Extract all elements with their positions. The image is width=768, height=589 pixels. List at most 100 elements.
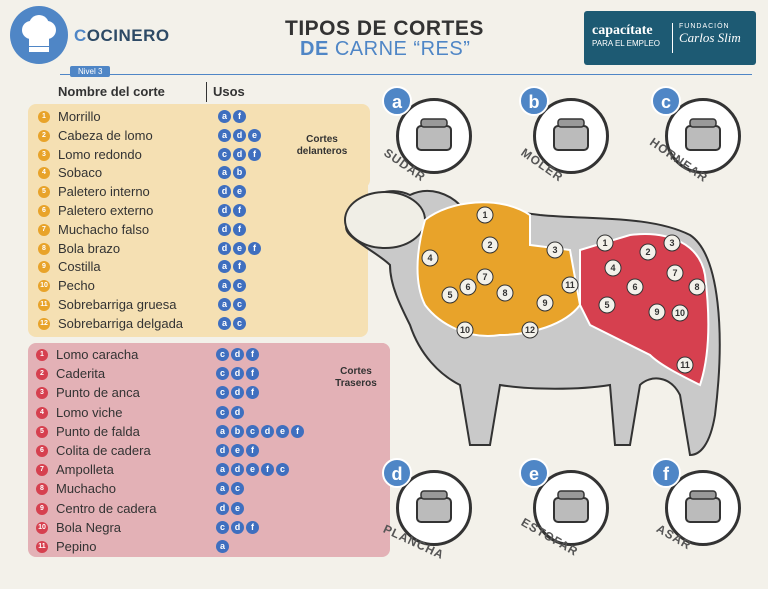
back-cut-marker: 11 <box>676 356 694 374</box>
svg-text:11: 11 <box>680 360 690 370</box>
svg-text:5: 5 <box>447 290 452 300</box>
brand-name: COCINERO <box>74 26 170 45</box>
back-cut-row: 7 Ampolleta a d e f c <box>36 461 336 479</box>
front-cut-marker: 12 <box>521 321 539 339</box>
svg-text:5: 5 <box>604 300 609 310</box>
use-badge: f <box>246 444 259 457</box>
front-cut-row: 3 Lomo redondo c d f <box>38 146 338 164</box>
cut-number: 7 <box>38 223 50 236</box>
svg-text:2: 2 <box>487 240 492 250</box>
page-title: TIPOS DE CORTES <box>285 17 484 40</box>
cut-name: Costilla <box>58 259 101 275</box>
cut-number: 1 <box>36 349 48 361</box>
back-cut-row: 6 Colita de cadera d e f <box>36 442 336 460</box>
use-badge: a <box>216 540 229 553</box>
use-badge: c <box>216 386 229 400</box>
svg-text:6: 6 <box>632 282 637 292</box>
svg-text:11: 11 <box>565 280 575 290</box>
cut-name: Sobaco <box>58 165 103 181</box>
use-badge: d <box>218 204 231 217</box>
front-cut-marker: 7 <box>476 268 494 286</box>
use-badge: f <box>291 424 304 438</box>
svg-text:4: 4 <box>427 253 432 263</box>
cut-number: 9 <box>36 502 48 515</box>
use-badge: a <box>218 110 231 123</box>
chef-hat-icon <box>22 15 56 52</box>
cut-number: 11 <box>38 299 50 311</box>
cut-name: Bola Negra <box>56 519 122 535</box>
cut-number: 6 <box>38 205 50 217</box>
use-badge: f <box>233 204 246 217</box>
page-subtitle: DE CARNE “RES” <box>300 38 471 60</box>
back-cut-row: 10 Bola Negra c d f <box>36 519 336 537</box>
back-cut-row: 3 Punto de anca c d f <box>36 384 336 402</box>
cut-number: 3 <box>38 148 50 161</box>
use-badge: a <box>216 424 229 438</box>
cut-name: Pepino <box>56 539 97 554</box>
svg-text:2: 2 <box>645 247 650 257</box>
cut-number: 3 <box>36 387 48 400</box>
use-badge: d <box>231 520 244 534</box>
svg-text:9: 9 <box>542 298 547 308</box>
front-cut-row: 9 Costilla a f <box>38 258 338 276</box>
front-cut-marker: 8 <box>496 284 514 302</box>
use-badge: c <box>233 298 246 311</box>
use-badge: e <box>248 128 261 142</box>
use-badge: e <box>246 463 259 477</box>
use-badge: a <box>218 260 231 274</box>
chef-hat-logo <box>10 6 68 64</box>
front-cut-row: 5 Paletero interno d e <box>38 183 338 201</box>
cut-number: 7 <box>36 464 48 477</box>
back-cut-marker: 10 <box>671 304 689 322</box>
cut-number: 4 <box>36 406 48 419</box>
method-letter: a <box>382 86 412 116</box>
use-badge: c <box>216 405 229 419</box>
use-badge: c <box>233 279 246 293</box>
svg-text:7: 7 <box>482 272 487 282</box>
cut-name: Lomo caracha <box>56 347 139 362</box>
front-cut-marker: 4 <box>421 249 439 267</box>
method-letter: d <box>382 458 412 488</box>
svg-text:6: 6 <box>465 282 470 292</box>
back-cut-row: 8 Muchacho a c <box>36 480 336 498</box>
cut-number: 10 <box>36 521 48 534</box>
use-badge: b <box>233 166 246 180</box>
cut-name: Caderita <box>56 366 106 382</box>
use-badge: a <box>218 279 231 293</box>
back-cut-marker: 4 <box>604 259 622 277</box>
svg-text:8: 8 <box>502 288 507 298</box>
front-cut-marker: 9 <box>536 294 554 312</box>
use-badge: a <box>216 482 229 496</box>
cut-number: 11 <box>36 541 48 553</box>
cut-number: 1 <box>38 111 50 123</box>
cut-name: Muchacho falso <box>58 221 150 237</box>
front-cut-row: 4 Sobaco a b <box>38 164 338 182</box>
stew-pot-icon <box>533 470 609 546</box>
sponsor-tagline: PARA EL EMPLEO <box>592 39 661 48</box>
front-cut-row: 11 Sobrebarriga gruesa a c <box>38 296 338 314</box>
cut-name: Morrillo <box>58 109 101 124</box>
cut-number: 8 <box>36 483 48 496</box>
back-cut-marker: 5 <box>598 296 616 314</box>
use-badge: f <box>246 348 259 361</box>
use-badge: c <box>231 482 244 496</box>
svg-text:1: 1 <box>602 238 607 248</box>
cut-name: Colita de cadera <box>56 443 151 458</box>
use-badge: e <box>231 501 244 515</box>
use-badge: a <box>218 316 231 330</box>
svg-text:9: 9 <box>654 307 659 317</box>
cut-number: 6 <box>36 445 48 457</box>
use-badge: c <box>216 348 229 361</box>
front-cut-marker: 6 <box>459 278 477 296</box>
